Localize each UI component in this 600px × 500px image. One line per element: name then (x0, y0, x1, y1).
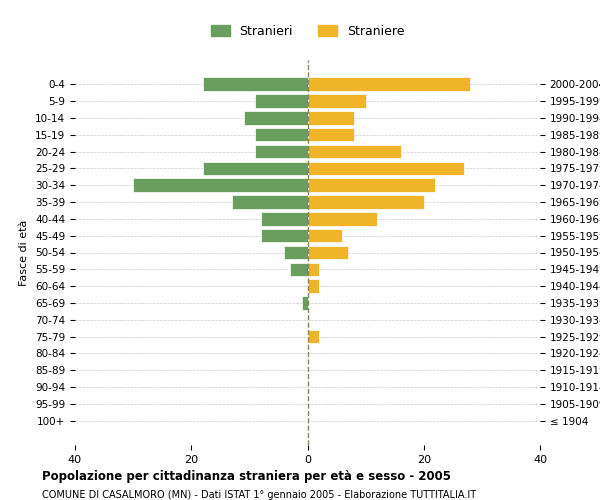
Bar (308, 111, 354, 124)
Bar (308, 246, 348, 259)
Bar (308, 330, 319, 344)
Text: COMUNE DI CASALMORO (MN) - Dati ISTAT 1° gennaio 2005 - Elaborazione TUTTITALIA.: COMUNE DI CASALMORO (MN) - Dati ISTAT 1°… (42, 490, 476, 500)
Bar (308, 78, 470, 91)
Bar (308, 280, 319, 293)
Bar (261, 212, 308, 226)
Bar (261, 229, 308, 242)
Bar (308, 94, 365, 108)
Bar (255, 94, 308, 108)
Y-axis label: Fasce di età: Fasce di età (19, 220, 29, 286)
Bar (308, 128, 354, 141)
Bar (255, 145, 308, 158)
Bar (308, 229, 343, 242)
Bar (203, 78, 308, 91)
Bar (302, 296, 308, 310)
Bar (290, 262, 308, 276)
Bar (308, 262, 319, 276)
Bar (308, 212, 377, 226)
Bar (308, 178, 436, 192)
Bar (255, 128, 308, 141)
Bar (133, 178, 308, 192)
Text: Popolazione per cittadinanza straniera per età e sesso - 2005: Popolazione per cittadinanza straniera p… (42, 470, 451, 483)
Bar (203, 162, 308, 175)
Bar (232, 196, 308, 209)
Bar (308, 145, 401, 158)
Bar (284, 246, 308, 259)
Legend: Stranieri, Straniere: Stranieri, Straniere (206, 20, 409, 43)
Bar (244, 111, 308, 124)
Bar (308, 196, 424, 209)
Bar (308, 162, 464, 175)
